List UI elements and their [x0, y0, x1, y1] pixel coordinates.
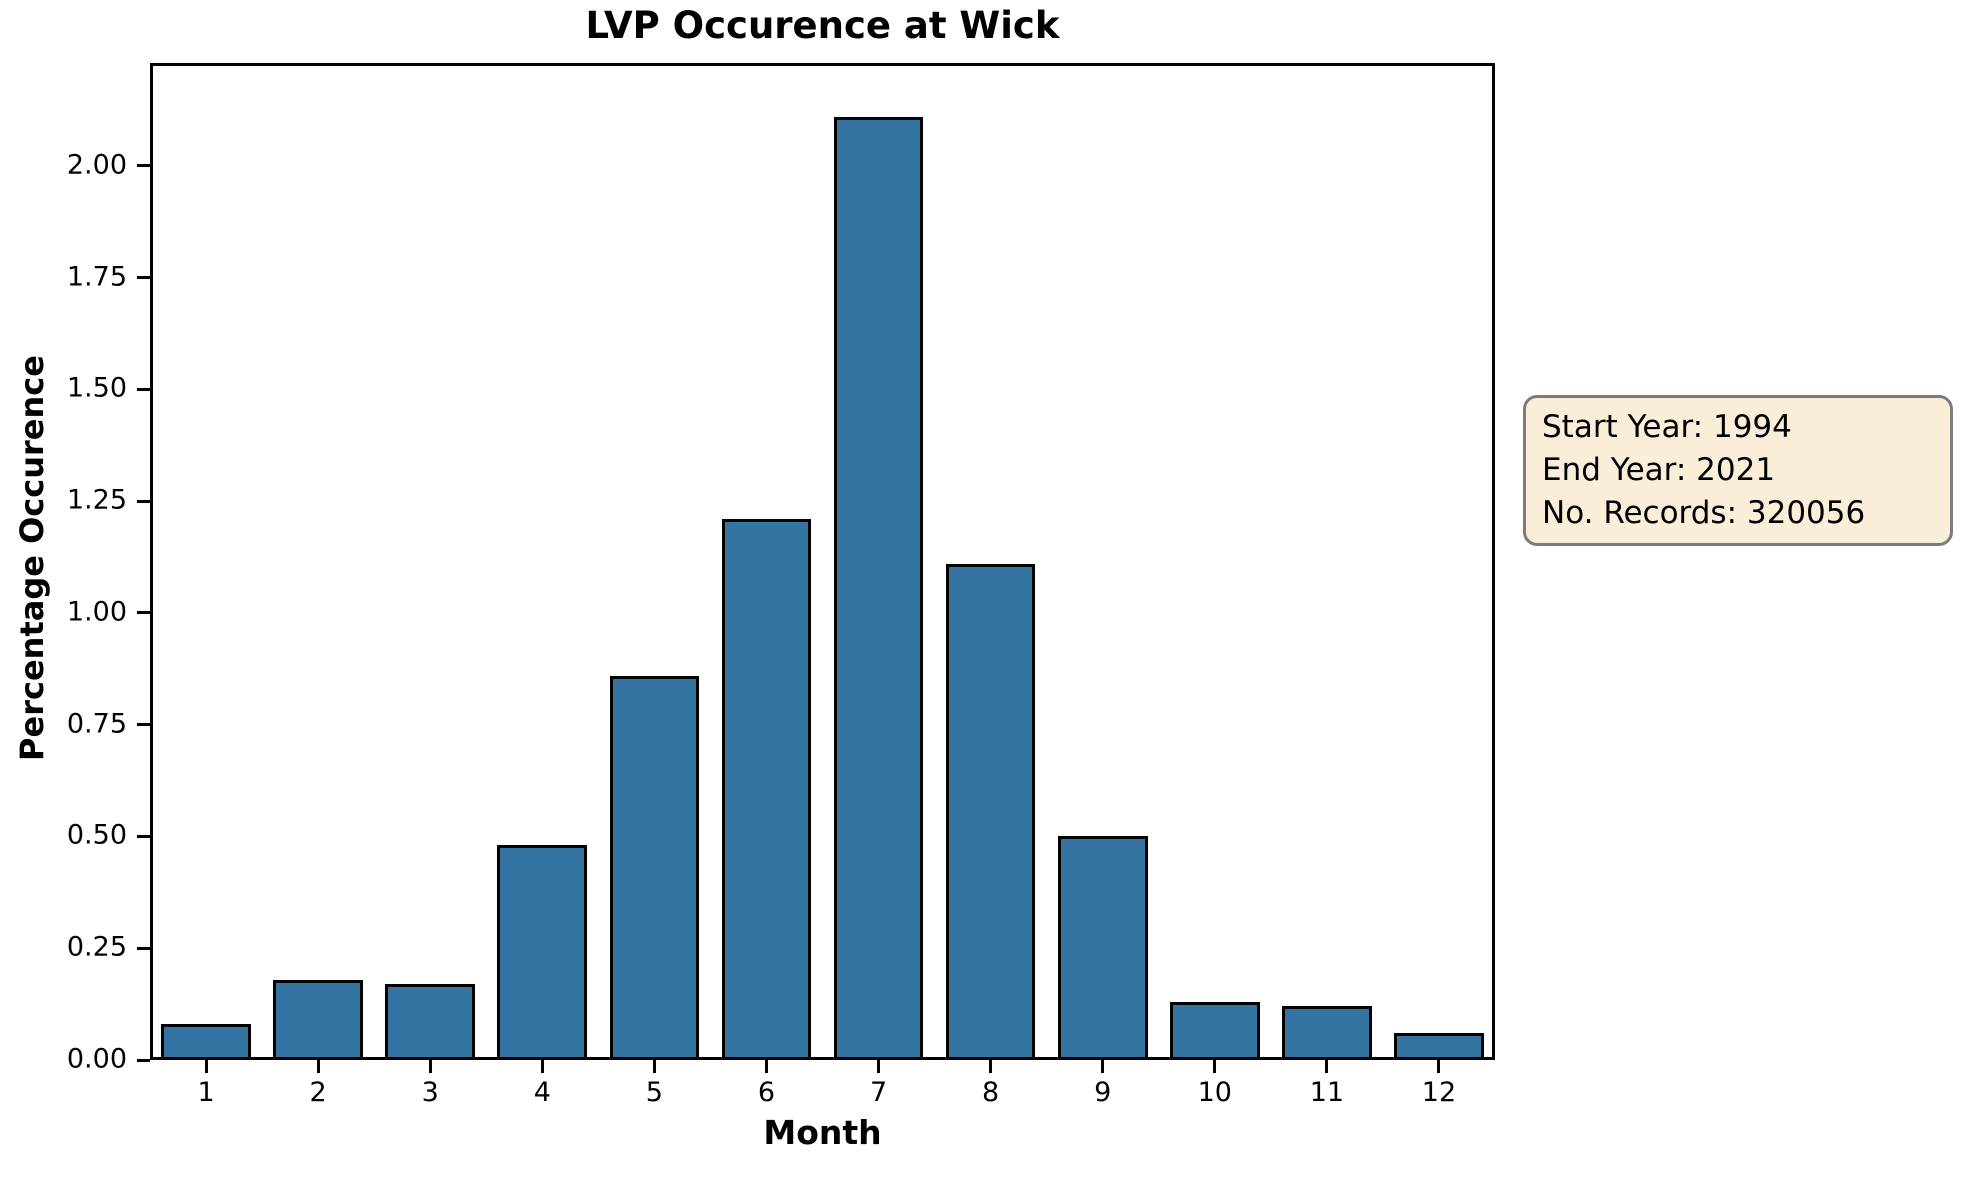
y-tick-mark	[137, 276, 150, 280]
y-tick-mark	[137, 164, 150, 168]
y-tick-label: 0.25	[66, 931, 127, 963]
annotation-box: Start Year: 1994 End Year: 2021 No. Reco…	[1523, 395, 1953, 546]
bar	[385, 984, 476, 1060]
annotation-line-end-year: End Year: 2021	[1542, 452, 1776, 488]
x-tick-label: 1	[197, 1077, 215, 1108]
x-tick-mark	[652, 1060, 656, 1073]
y-tick-label: 2.00	[66, 149, 127, 181]
plot-area: 1 2 3 4 5 6 7 8 9 10 11 12 0.00 0.25 0.50 0.75 1.00 1.25 1…	[67, 63, 1495, 1108]
y-tick-mark	[137, 1058, 150, 1062]
x-tick-label: 4	[533, 1077, 551, 1108]
x-tick-label: 11	[1309, 1077, 1345, 1108]
y-tick-label: 1.75	[66, 260, 127, 292]
x-tick-label: 8	[982, 1077, 1000, 1108]
bar	[497, 845, 588, 1060]
x-tick-mark	[540, 1060, 544, 1073]
chart-title: LVP Occurence at Wick	[585, 4, 1060, 47]
y-tick-label: 1.50	[66, 372, 127, 404]
x-tick-mark	[877, 1060, 881, 1073]
bar	[273, 979, 363, 1060]
x-tick-mark	[1437, 1060, 1441, 1073]
y-tick-mark	[137, 723, 150, 727]
x-tick-mark	[989, 1060, 993, 1073]
bar	[1057, 836, 1148, 1060]
x-tick-mark	[316, 1060, 320, 1073]
y-tick-label: 0.50	[66, 819, 127, 851]
bar	[609, 675, 700, 1060]
annotation-line-no-records: No. Records: 320056	[1542, 495, 1866, 531]
bar	[945, 563, 1036, 1060]
x-tick-label: 2	[309, 1077, 327, 1108]
x-tick-label: 6	[757, 1077, 776, 1108]
x-tick-mark	[764, 1060, 768, 1073]
bar	[833, 116, 924, 1060]
bar	[1282, 1006, 1372, 1060]
y-tick-mark	[137, 834, 150, 838]
x-tick-label: 7	[869, 1077, 888, 1108]
x-tick-label: 3	[421, 1077, 439, 1108]
x-tick-label: 5	[645, 1077, 663, 1108]
y-tick-mark	[137, 499, 150, 503]
bar	[161, 1024, 251, 1060]
annotation-line-start-year: Start Year: 1994	[1542, 409, 1792, 445]
plot-border	[150, 63, 1495, 1060]
x-tick-mark	[1325, 1060, 1329, 1073]
x-tick-label: 9	[1094, 1077, 1112, 1108]
y-axis-label: Percentage Occurence	[13, 355, 51, 761]
y-tick-mark	[137, 611, 150, 615]
x-tick-mark	[428, 1060, 432, 1073]
bar	[1169, 1001, 1260, 1060]
y-tick-label: 0.00	[66, 1043, 127, 1075]
y-tick-label: 0.75	[66, 707, 127, 739]
x-axis-label: Month	[763, 1113, 882, 1152]
bar	[1394, 1033, 1484, 1060]
x-tick-mark	[204, 1060, 208, 1073]
x-tick-mark	[1101, 1060, 1105, 1073]
x-tick-label: 12	[1421, 1077, 1457, 1108]
bar	[721, 519, 812, 1060]
y-tick-mark	[137, 387, 150, 391]
x-tick-mark	[1213, 1060, 1217, 1073]
x-tick-label: 10	[1197, 1077, 1232, 1108]
y-tick-label: 1.00	[66, 596, 127, 628]
y-tick-label: 1.25	[66, 484, 127, 516]
y-tick-mark	[137, 946, 150, 950]
